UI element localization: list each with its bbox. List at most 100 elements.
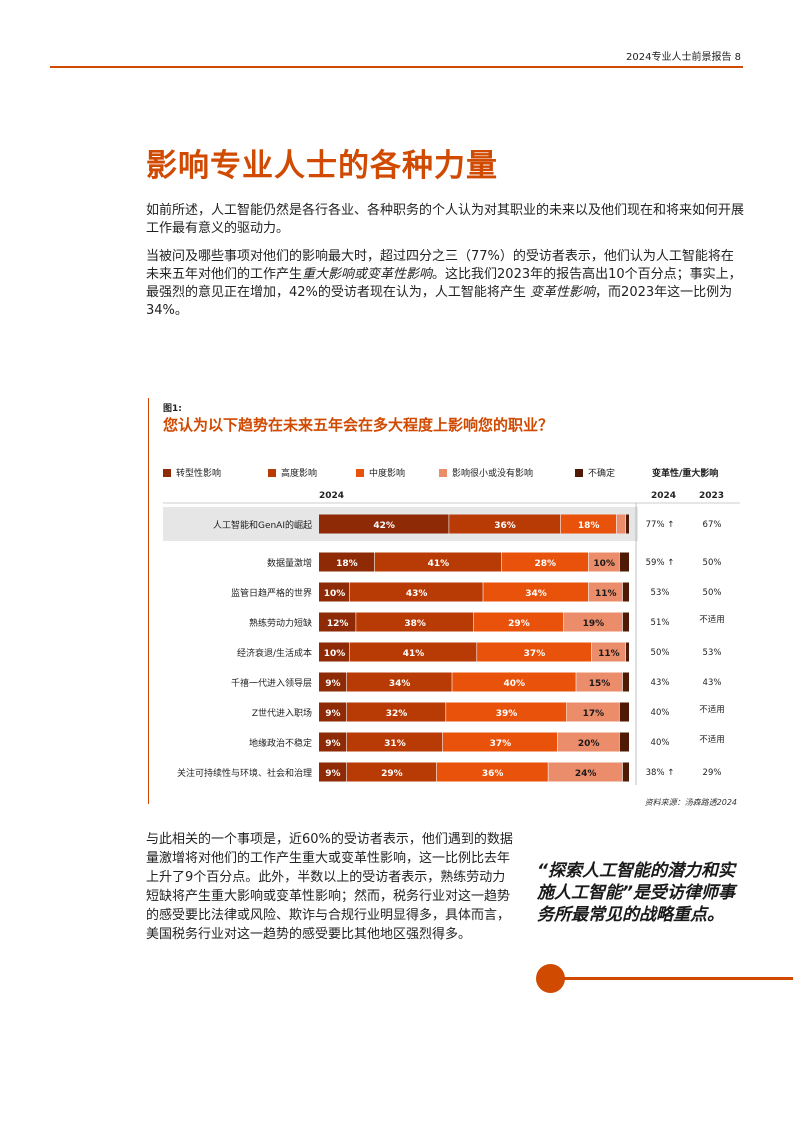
bar-segment xyxy=(501,552,589,572)
bar-segment xyxy=(319,612,357,632)
p2-text-c: 。这比我们2023年的报告高出10个百分点；事实上，最强烈的意见正在增加，42%… xyxy=(146,267,742,300)
bar-segment xyxy=(319,762,347,782)
data-label: 34% xyxy=(389,679,411,689)
bar-segment xyxy=(449,514,561,534)
impact-2023-value: 53% xyxy=(703,648,722,658)
legend-item-moderate: 中度影响 xyxy=(356,466,405,479)
data-label: 37% xyxy=(490,739,512,749)
bar-segment xyxy=(346,702,447,722)
intro-paragraph: 如前所述，人工智能仍然是各行各业、各种职务的个人认为对其职业的未来以及他们现在和… xyxy=(146,203,745,236)
impact-2024-value: 40% xyxy=(651,708,670,718)
decorative-dot xyxy=(536,964,565,993)
page-title: 影响专业人士的各种力量 xyxy=(146,148,498,184)
data-label: 10% xyxy=(324,589,346,599)
impact-2024-value: 53% xyxy=(651,588,670,598)
bar-segment xyxy=(319,732,347,752)
data-label: 20% xyxy=(578,739,600,749)
impact-2023-value: 43% xyxy=(703,678,722,688)
legend-label: 高度影响 xyxy=(281,469,318,479)
bar-segment xyxy=(319,582,350,602)
bar-separator xyxy=(557,732,559,752)
impact-2024-header: 2024 xyxy=(651,491,677,501)
data-label: 28% xyxy=(535,559,557,569)
legend-swatch xyxy=(163,469,171,477)
bar-segment xyxy=(346,732,443,752)
bar-segment xyxy=(619,552,629,572)
data-label: 19% xyxy=(583,619,605,629)
legend-swatch xyxy=(356,469,364,477)
bar-segment xyxy=(560,514,617,534)
bar-segment xyxy=(356,612,474,632)
bar-segment xyxy=(588,552,620,572)
bar-segment xyxy=(591,642,626,662)
impact-2024-value: 43% xyxy=(651,678,670,688)
impact-2023-value: 不适用 xyxy=(699,734,725,745)
bar-segment xyxy=(622,762,629,782)
data-label: 9% xyxy=(325,709,340,719)
bar-segment xyxy=(350,642,478,662)
data-label: 24% xyxy=(575,769,597,779)
p2-text-a: 当被问及哪些事项对他们的影响最大时，超过四分之三（77%）的受访者表示，他们认为… xyxy=(146,249,734,282)
data-label: 18% xyxy=(336,559,358,569)
data-label: 36% xyxy=(482,769,504,779)
data-label: 29% xyxy=(381,769,403,779)
data-label: 9% xyxy=(325,739,340,749)
bar-segment xyxy=(563,612,623,632)
impact-2023-value: 50% xyxy=(703,588,722,598)
data-label: 38% xyxy=(404,619,426,629)
bar-segment xyxy=(350,582,484,602)
data-label: 41% xyxy=(403,649,425,659)
impact-2024-value: 50% xyxy=(651,648,670,658)
p2-emphasis-b: 变革性影响 xyxy=(530,285,596,300)
data-label: 37% xyxy=(524,649,546,659)
legend-item-high: 高度影响 xyxy=(268,466,317,479)
bar-segment xyxy=(622,612,629,632)
legend-label: 中度影响 xyxy=(369,469,406,479)
impact-2023-value: 67% xyxy=(703,520,722,530)
impact-column-header: 变革性/重大影响 xyxy=(652,469,719,479)
data-label: 40% xyxy=(504,679,526,689)
bar-segment xyxy=(557,732,620,752)
bar-separator xyxy=(588,552,590,572)
data-label: 43% xyxy=(406,589,428,599)
decorative-line xyxy=(551,977,793,980)
pull-quote: “探索人工智能的潜力和实施人工智能”是受访律师事务所最常见的战略重点。 xyxy=(537,861,735,925)
bar-separator xyxy=(619,552,621,572)
impact-2024-value: 51% xyxy=(651,618,670,628)
data-label: 15% xyxy=(589,679,611,689)
category-label: 地缘政治不稳定 xyxy=(249,737,312,749)
bar-segment xyxy=(474,612,564,632)
p2-emphasis-a: 重大影响或变革性影响 xyxy=(302,267,433,282)
bar-segment xyxy=(319,672,347,692)
bar-segment xyxy=(619,702,629,722)
header-rule xyxy=(50,66,743,68)
chart-source: 资料来源：汤森路透2024 xyxy=(644,798,737,807)
bar-segment xyxy=(625,514,629,534)
impact-2024-value: 77% ↑ xyxy=(646,520,675,530)
data-label: 32% xyxy=(386,709,408,719)
data-label: 31% xyxy=(384,739,406,749)
data-label: 42% xyxy=(373,521,395,531)
bar-segment xyxy=(452,672,577,692)
category-label: 数据量激增 xyxy=(267,557,312,569)
data-label: 34% xyxy=(525,589,547,599)
bar-separator xyxy=(588,582,590,602)
impact-2023-value: 不适用 xyxy=(699,704,725,715)
bar-segment xyxy=(346,672,453,692)
data-label: 10% xyxy=(324,649,346,659)
survey-paragraph: 当被问及哪些事项对他们的影响最大时，超过四分之三（77%）的受访者表示，他们认为… xyxy=(146,248,746,320)
data-label: 17% xyxy=(583,709,605,719)
data-label: 11% xyxy=(598,649,620,659)
bar-segment xyxy=(319,514,450,534)
bar-segment xyxy=(319,642,350,662)
impact-2023-header: 2023 xyxy=(699,491,725,501)
bar-segment xyxy=(576,672,623,692)
bar-segment xyxy=(374,552,502,572)
bar-segment xyxy=(443,732,558,752)
impact-2024-value: 59% ↑ xyxy=(646,558,675,568)
category-label: 千禧一代进入领导层 xyxy=(231,677,312,689)
bar-segment xyxy=(548,762,623,782)
legend-swatch xyxy=(439,469,447,477)
data-label: 9% xyxy=(325,769,340,779)
